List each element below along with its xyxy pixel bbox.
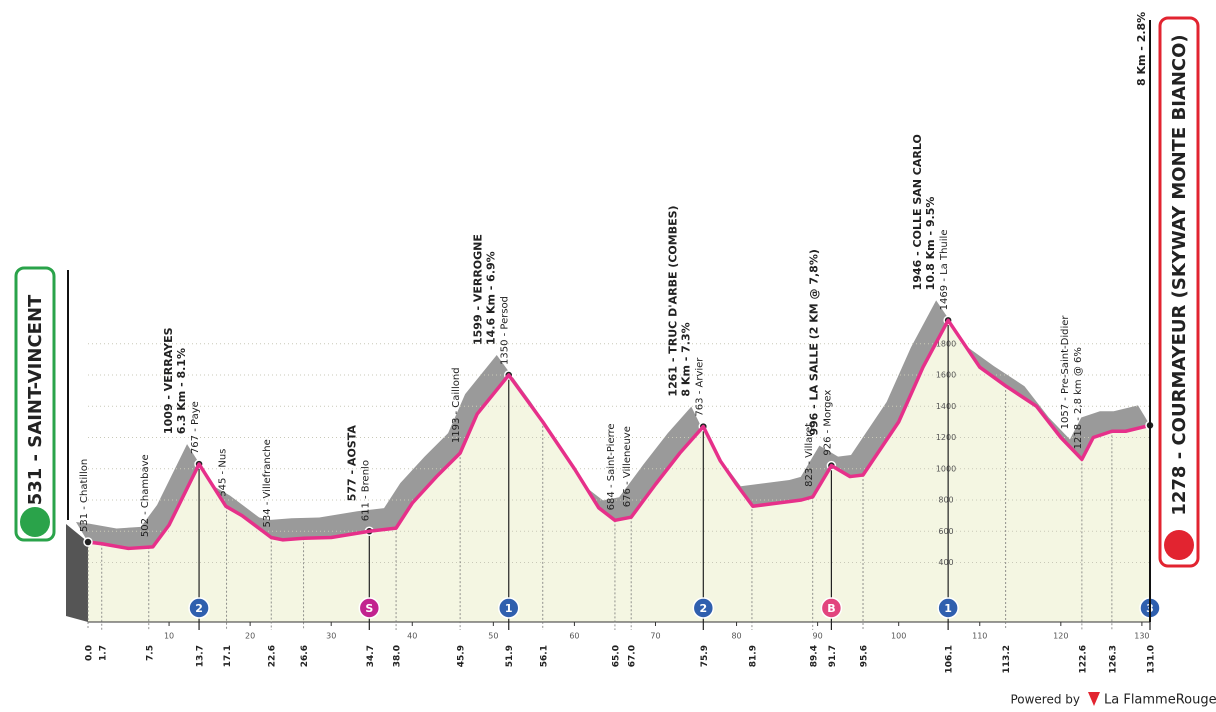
waypoint-km: 95.6 [860, 645, 870, 667]
profile-line [87, 318, 1151, 551]
waypoint-km: 81.9 [748, 645, 758, 667]
waypoint-km: 45.9 [457, 645, 467, 667]
badge [188, 597, 210, 619]
waypoint-label: 767 - Paye [190, 401, 201, 454]
waypoint-label: 1009 - VERRAYES [162, 327, 175, 434]
start-box: 531 - SAINT-VINCENT [14, 266, 56, 542]
waypoint-km: 56.1 [539, 645, 549, 667]
waypoint-label: 1193 - Caillond [451, 367, 462, 443]
x-tick-label: 70 [650, 632, 660, 641]
waypoint-km: 67.0 [628, 645, 638, 667]
waypoint-label: 1946 - COLLE SAN CARLO [911, 134, 924, 290]
badge-label: 1 [944, 602, 952, 615]
finish-label: 1278 - COURMAYEUR (SKYWAY MONTE BIANCO) [1169, 34, 1190, 515]
waypoint-km: 91.7 [828, 645, 838, 667]
badge-label: 2 [195, 602, 203, 615]
waypoint-label: 763 - Arvier [694, 357, 705, 417]
badge-label: S [365, 602, 373, 615]
waypoint-km: 126.3 [1108, 645, 1118, 673]
y-tick-label: 1400 [936, 402, 956, 411]
waypoint-label: 676 - Villeneuve [622, 426, 633, 507]
waypoint-km: 122.6 [1078, 645, 1088, 673]
waypoint-km: 65.0 [611, 645, 621, 667]
y-tick-label: 1800 [936, 339, 956, 348]
waypoint-label: 1261 - TRUC D'ARBE (COMBES) [666, 205, 679, 396]
x-tick-label: 10 [164, 632, 174, 641]
waypoint-km: 89.4 [809, 645, 819, 667]
waypoint-label: 14.6 Km - 6.9% [485, 251, 498, 345]
y-tick-label: 800 [938, 496, 953, 505]
waypoint-label: 1350 - Persod [500, 296, 511, 365]
x-tick-label: 50 [488, 632, 498, 641]
waypoint-km: 38.0 [393, 645, 403, 667]
waypoint-km: 7.5 [145, 645, 155, 661]
waypoint-label: 823 - Villaret [804, 423, 815, 487]
waypoint-km: 0.0 [85, 645, 95, 661]
waypoint-label: 1218 - 2,8 km @ 6% [1073, 347, 1084, 449]
x-tick-label: 110 [972, 632, 987, 641]
brand: La FlammeRouge [1104, 693, 1216, 708]
brand-logo [1088, 692, 1100, 706]
x-tick-label: 90 [813, 632, 823, 641]
y-tick-label: 1600 [936, 371, 956, 380]
y-tick-label: 600 [938, 527, 953, 536]
waypoint-km: 106.1 [945, 645, 955, 673]
start-dot [83, 537, 93, 547]
x-tick-label: 100 [891, 632, 906, 641]
waypoint-km: 113.2 [1002, 645, 1012, 673]
waypoint-label: 6.3 Km - 8.1% [175, 348, 188, 434]
profile-shade [76, 300, 1150, 549]
x-tick-label: 20 [245, 632, 255, 641]
waypoint-label: 502 - Chambave [140, 454, 151, 537]
badge [937, 597, 959, 619]
x-tick-label: 120 [1053, 632, 1068, 641]
start-label: 531 - SAINT-VINCENT [25, 294, 46, 505]
badge [692, 597, 715, 619]
waypoint-km: 131.0 [1147, 645, 1157, 673]
badge-label: 1 [505, 602, 513, 615]
x-tick-label: 30 [326, 632, 336, 641]
waypoint-label: 926 - Morgex [822, 390, 833, 456]
waypoint-label: 10.8 Km - 9.5% [924, 197, 937, 291]
waypoint-label: 577 - AOSTA [345, 425, 358, 502]
profile-area [88, 320, 1150, 622]
footer: Powered by [1010, 693, 1080, 707]
waypoint-km: 22.6 [268, 645, 278, 667]
waypoint-label: 8 Km - 7.3% [679, 322, 692, 396]
waypoint-label: 611 - Brenlo [360, 460, 371, 521]
waypoint-km: 51.9 [505, 645, 515, 667]
waypoint-label: 996 - LA SALLE (2 KM @ 7,8%) [807, 249, 820, 436]
waypoint-label: 1057 - Pre-Saint-Didier [1060, 315, 1071, 430]
start-cliff [66, 524, 88, 622]
x-tick-label: 80 [731, 632, 741, 641]
waypoint-km: 1.7 [98, 645, 108, 661]
badge [497, 597, 520, 619]
waypoint-label: 684 - Saint-Pierre [606, 423, 617, 510]
finish-box: 1278 - COURMAYEUR (SKYWAY MONTE BIANCO) … [1135, 12, 1200, 568]
waypoint-label: 545 - Nus [218, 449, 229, 497]
badge [358, 597, 381, 619]
waypoint-km: 34.7 [366, 645, 376, 667]
x-tick-label: 60 [569, 632, 579, 641]
waypoint-km: 26.6 [300, 645, 310, 667]
waypoint-km: 13.7 [196, 645, 206, 667]
finish-climb: 8 Km - 2.8% [1135, 12, 1148, 86]
y-tick-label: 400 [938, 558, 953, 567]
badge-label: B [827, 602, 835, 615]
waypoint-km: 75.9 [700, 645, 710, 667]
waypoint-label: 534 - Villefranche [262, 439, 273, 527]
y-tick-label: 1000 [936, 464, 956, 473]
waypoint-label: 531 - Chatillon [79, 459, 90, 532]
y-tick-label: 1200 [936, 433, 956, 442]
badge [820, 597, 843, 619]
waypoint-label: 1469 - La Thuile [939, 230, 950, 311]
badge-label: 2 [699, 602, 707, 615]
x-tick-label: 130 [1134, 632, 1149, 641]
waypoint-km: 17.1 [223, 645, 233, 667]
waypoint-label: 1599 - VERROGNE [472, 234, 485, 345]
x-tick-label: 40 [407, 632, 417, 641]
